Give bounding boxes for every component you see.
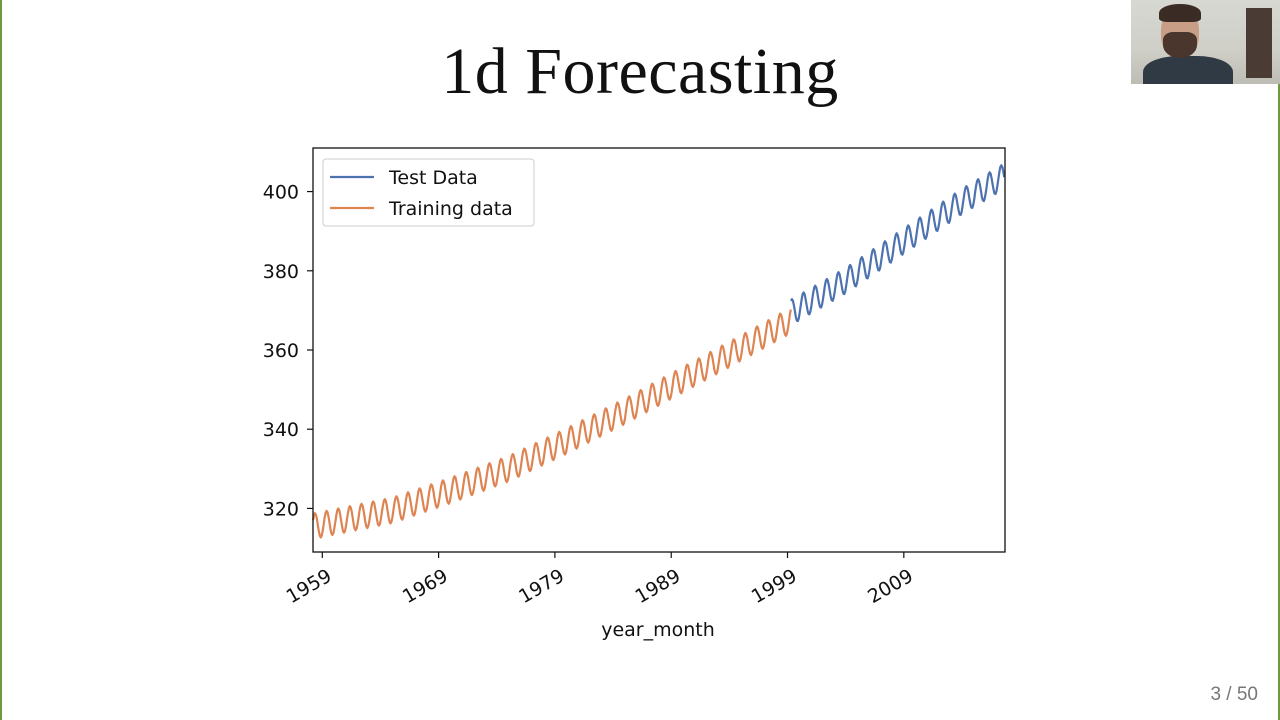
presenter-hair — [1159, 4, 1201, 22]
y-tick-label: 360 — [263, 340, 299, 362]
chart-legend: Test Data Training data — [322, 158, 535, 227]
y-tick-label: 380 — [263, 261, 299, 283]
webcam-video — [1131, 0, 1280, 84]
x-tick-label: 1969 — [399, 565, 452, 608]
x-tick-label: 1959 — [283, 565, 336, 608]
x-tick-label: 1989 — [631, 565, 684, 608]
x-tick-label: 1979 — [515, 565, 568, 608]
series-line-test — [790, 164, 1006, 323]
slide-title: 1d Forecasting — [441, 35, 839, 108]
legend-label-training: Training data — [388, 198, 513, 220]
bookshelf — [1246, 8, 1272, 78]
x-tick-label: 2009 — [864, 565, 917, 608]
x-tick-label: 1999 — [748, 565, 801, 608]
x-axis: 1959 1969 1979 1989 1999 2009 — [283, 552, 917, 608]
legend-label-test: Test Data — [388, 167, 478, 189]
page-number: 3 / 50 — [1210, 684, 1258, 705]
y-tick-label: 320 — [263, 498, 299, 520]
y-tick-label: 400 — [263, 182, 299, 204]
y-tick-label: 340 — [263, 419, 299, 441]
x-axis-label: year_month — [601, 619, 715, 641]
series-line-training — [311, 309, 792, 539]
presenter-beard — [1163, 32, 1197, 58]
legend-box — [322, 158, 535, 227]
plot-lines — [311, 164, 1006, 539]
y-axis: 320 340 360 380 400 — [263, 182, 313, 520]
presenter-body — [1143, 56, 1233, 84]
